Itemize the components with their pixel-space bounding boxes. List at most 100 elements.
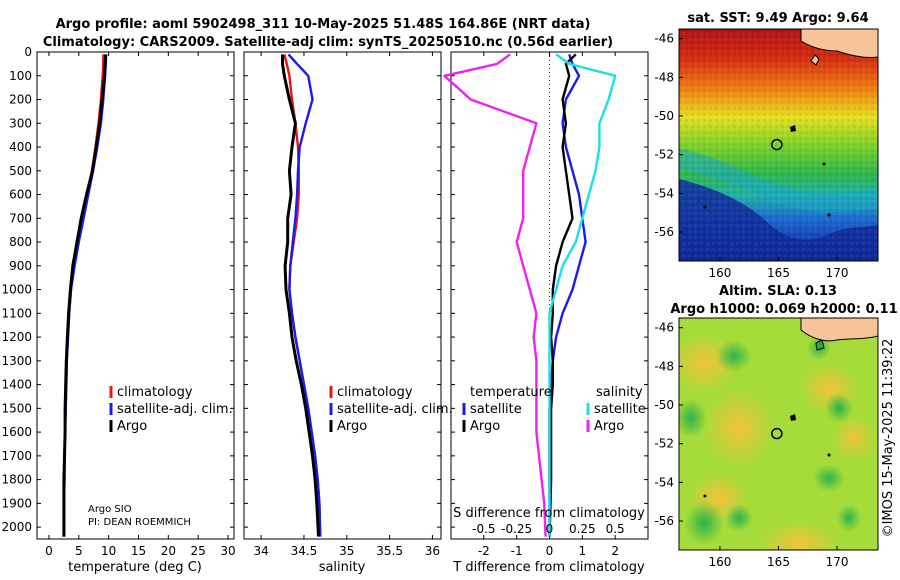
temperature-lines bbox=[62, 54, 108, 537]
map-x-tick-label: 170 bbox=[826, 266, 849, 280]
x-tick-label: 25 bbox=[191, 544, 206, 558]
x-tick-label: 35.5 bbox=[376, 544, 403, 558]
y-tick-label: 500 bbox=[9, 164, 32, 178]
y-tick-label: 1400 bbox=[1, 378, 32, 392]
sla-map-ticks: 160 165 170 -46 -48 -50 -52 -54 -56 bbox=[654, 321, 848, 569]
y-tick-label: 1900 bbox=[1, 496, 32, 510]
s-diff-tick-label: -0.25 bbox=[501, 522, 532, 536]
temperature-x-ticks: 0 5 10 15 20 25 30 bbox=[45, 52, 236, 558]
x-tick-label: 0 bbox=[546, 544, 554, 558]
y-tick-label: 1500 bbox=[1, 401, 32, 415]
y-tick-label: 800 bbox=[9, 235, 32, 249]
s-diff-tick-label: 0.5 bbox=[606, 522, 625, 536]
y-tick-label: 1600 bbox=[1, 425, 32, 439]
temperature-legend: climatology satellite-adj. clim. Argo bbox=[109, 385, 233, 434]
y-tick-label: 0 bbox=[24, 45, 32, 59]
salinity-x-ticks: 34 34.5 35 35.5 36 bbox=[253, 52, 440, 558]
y-tick-label: 600 bbox=[9, 188, 32, 202]
difference-lines bbox=[443, 53, 617, 537]
series-line-argo bbox=[62, 54, 108, 537]
sla-map-panel: Altim. SLA: 0.13 Argo h1000: 0.069 h2000… bbox=[654, 284, 897, 569]
sst-map-ticks: 160 165 170 -46 -48 -50 -52 -54 -56 bbox=[654, 32, 848, 280]
salinity-lines bbox=[281, 53, 322, 537]
y-tick-label: 1300 bbox=[1, 354, 32, 368]
legend-label-satellite: satellite-adj. clim. bbox=[337, 402, 453, 417]
x-tick-label: 1 bbox=[579, 544, 587, 558]
map-y-tick-label: -52 bbox=[654, 437, 674, 451]
legend-label-argo: Argo bbox=[117, 419, 147, 434]
salinity-legend: climatology satellite-adj. clim. Argo bbox=[329, 385, 453, 434]
legend-label-t-argo: Argo bbox=[470, 419, 500, 434]
salinity-profile-panel: 34 34.5 35 35.5 36 salinity climatology sate… bbox=[243, 51, 453, 575]
legend-label-t-satellite: satellite bbox=[470, 402, 522, 417]
x-tick-label: 10 bbox=[101, 544, 116, 558]
y-tick-label: 1000 bbox=[1, 283, 32, 297]
legend-title-temperature: temperature bbox=[470, 385, 552, 400]
temperature-x-label: temperature (deg C) bbox=[68, 560, 202, 575]
series-line-salinity-argo bbox=[443, 53, 547, 537]
legend-title-salinity: salinity bbox=[596, 385, 643, 400]
difference-legend: temperature satellite Argo salinity sate… bbox=[462, 385, 646, 434]
legend-label-climatology: climatology bbox=[117, 385, 193, 400]
salinity-plot-frame bbox=[243, 51, 442, 540]
map-y-tick-label: -56 bbox=[654, 225, 674, 239]
argo-location-marker bbox=[771, 427, 783, 440]
x-tick-label: -2 bbox=[478, 544, 490, 558]
legend-label-argo: Argo bbox=[337, 419, 367, 434]
map-y-tick-label: -56 bbox=[654, 514, 674, 528]
x-tick-label: 5 bbox=[75, 544, 83, 558]
header-line-1: Argo profile: aoml 5902498_311 10-May-20… bbox=[56, 17, 591, 32]
s-difference-x-label: S difference from climatology bbox=[453, 506, 645, 521]
x-tick-label: 36 bbox=[425, 544, 440, 558]
x-tick-label: 2 bbox=[611, 544, 619, 558]
map-x-tick-label: 165 bbox=[767, 266, 790, 280]
t-difference-x-ticks: -2 -1 0 1 2 bbox=[478, 52, 619, 558]
x-tick-label: 30 bbox=[220, 544, 235, 558]
x-tick-label: 34 bbox=[253, 544, 268, 558]
x-tick-label: 20 bbox=[161, 544, 176, 558]
x-tick-label: 15 bbox=[131, 544, 146, 558]
series-line-satellite-adj-clim- bbox=[287, 53, 322, 537]
map-x-tick-label: 160 bbox=[709, 266, 732, 280]
y-tick-label: 300 bbox=[9, 116, 32, 130]
s-difference-tick-labels: -0.5 -0.25 0 0.25 0.5 bbox=[472, 522, 625, 536]
x-tick-label: 35 bbox=[339, 544, 354, 558]
header-line-2: Climatology: CARS2009. Satellite-adj cli… bbox=[43, 35, 613, 50]
series-line-salinity-satellite bbox=[548, 53, 617, 537]
map-y-tick-label: -54 bbox=[654, 475, 674, 489]
map-y-tick-label: -48 bbox=[654, 70, 674, 84]
y-tick-label: 100 bbox=[9, 69, 32, 83]
map-y-tick-label: -46 bbox=[654, 321, 674, 335]
map-y-tick-label: -52 bbox=[654, 148, 674, 162]
map-y-tick-label: -50 bbox=[654, 398, 674, 412]
sla-map-image bbox=[679, 318, 878, 550]
y-tick-label: 2000 bbox=[1, 520, 32, 534]
x-tick-label: 34.5 bbox=[291, 544, 318, 558]
temperature-plot-frame bbox=[36, 51, 235, 540]
y-tick-label: 1200 bbox=[1, 330, 32, 344]
y-tick-label: 400 bbox=[9, 140, 32, 154]
map-x-tick-label: 165 bbox=[767, 555, 790, 569]
sla-map-title: Altim. SLA: 0.13 bbox=[719, 284, 837, 299]
map-y-tick-label: -46 bbox=[654, 32, 674, 46]
depth-y-ticks: 0 100 200 300 400 500 600 700 800 900 1000 1100 1200… bbox=[1, 45, 234, 534]
y-tick-label: 200 bbox=[9, 93, 32, 107]
legend-label-s-satellite: satellite bbox=[594, 402, 646, 417]
x-tick-label: 0 bbox=[45, 544, 53, 558]
argo-institution-note: Argo SIO bbox=[88, 504, 132, 515]
map-x-tick-label: 160 bbox=[709, 555, 732, 569]
y-tick-label: 1700 bbox=[1, 449, 32, 463]
series-line-argo bbox=[281, 54, 320, 537]
sst-map-title: sat. SST: 9.49 Argo: 9.64 bbox=[687, 11, 868, 26]
salinity-y-ticks bbox=[244, 51, 441, 528]
legend-label-climatology: climatology bbox=[337, 385, 413, 400]
y-tick-label: 1100 bbox=[1, 306, 32, 320]
t-difference-x-label: T difference from climatology bbox=[452, 560, 645, 575]
argo-location-marker bbox=[771, 138, 783, 151]
s-diff-tick-label: 0 bbox=[546, 522, 554, 536]
x-tick-label: -1 bbox=[511, 544, 523, 558]
s-diff-tick-label: 0.25 bbox=[569, 522, 596, 536]
y-tick-label: 700 bbox=[9, 211, 32, 225]
sst-map-image bbox=[679, 29, 878, 261]
